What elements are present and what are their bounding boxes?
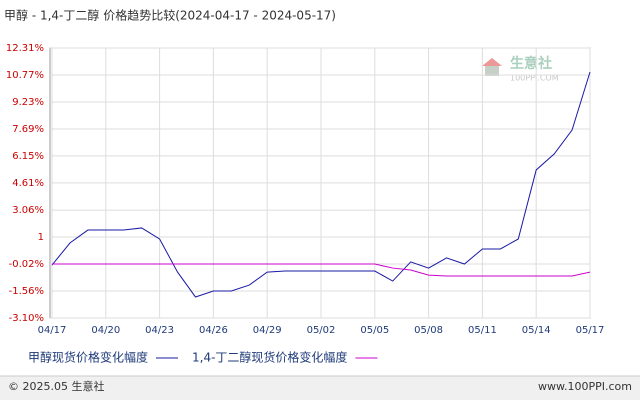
y-tick-label: 12.31% [6, 43, 44, 54]
x-tick-label: 04/17 [38, 325, 67, 336]
y-tick-label: 7.69% [12, 124, 44, 135]
x-tick-label: 04/29 [253, 325, 282, 336]
watermark-house [485, 66, 499, 76]
footer-bar [0, 376, 640, 400]
x-tick-label: 04/23 [145, 325, 174, 336]
footer-right: www.100PPI.com [538, 380, 632, 393]
watermark-name: 生意社 [510, 55, 552, 72]
x-tick-label: 05/05 [360, 325, 389, 336]
y-tick-label: 1 [38, 232, 44, 243]
watermark: 生意社 100PPI.COM [482, 55, 559, 83]
y-tick-label: -3.10% [9, 313, 44, 324]
watermark-site: 100PPI.COM [510, 74, 559, 83]
y-tick-label: 3.06% [12, 205, 44, 216]
footer-left: © 2025.05 生意社 [8, 379, 104, 393]
watermark-roof [482, 58, 502, 66]
x-tick-label: 05/08 [414, 325, 443, 336]
y-tick-label: 6.15% [12, 151, 44, 162]
legend-label: 1,4-丁二醇现货价格变化幅度 [192, 350, 347, 365]
chart-title: 甲醇 - 1,4-丁二醇 价格趋势比较(2024-04-17 - 2024-05… [4, 8, 336, 23]
legend-label: 甲醇现货价格变化幅度 [28, 350, 148, 365]
series-line [51, 71, 591, 298]
y-tick-label: 9.23% [12, 97, 44, 108]
y-tick-label: 4.61% [12, 178, 44, 189]
series-line [52, 263, 591, 277]
x-tick-label: 05/14 [522, 325, 551, 336]
y-tick-label: 10.77% [6, 70, 44, 81]
grid [50, 47, 591, 319]
x-tick-label: 05/11 [468, 325, 497, 336]
x-tick-label: 05/02 [307, 325, 336, 336]
x-tick-label: 04/20 [91, 325, 120, 336]
x-tick-label: 04/26 [199, 325, 228, 336]
y-tick-label: -1.56% [9, 286, 44, 297]
y-tick-label: -0.02% [9, 259, 44, 270]
x-tick-label: 05/17 [576, 325, 605, 336]
